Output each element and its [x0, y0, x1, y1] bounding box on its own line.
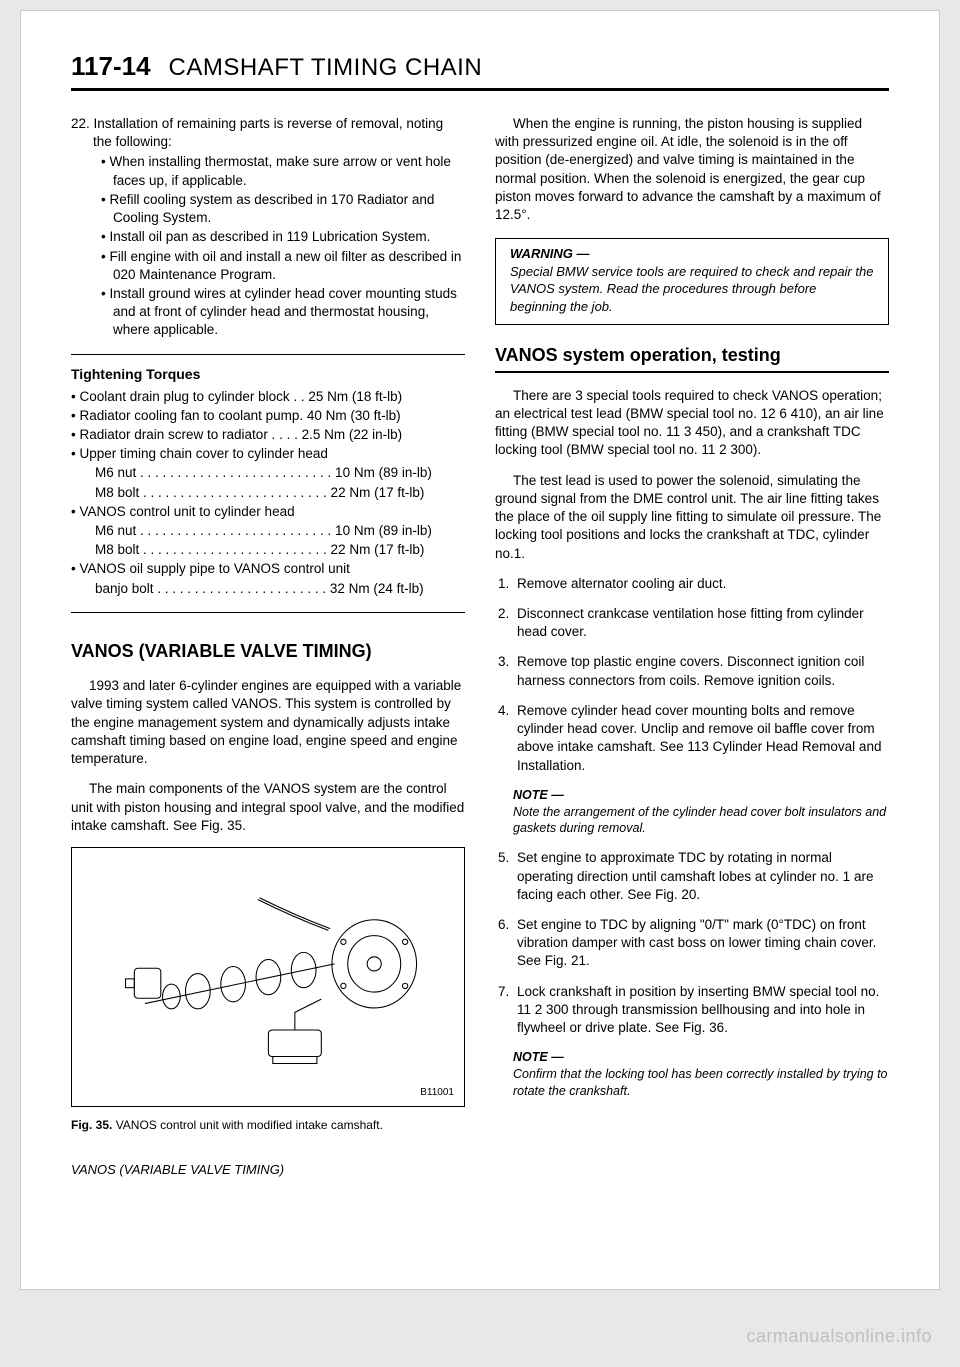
torque-row: • Coolant drain plug to cylinder block .… — [71, 388, 465, 406]
torque-sub: M6 nut . . . . . . . . . . . . . . . . .… — [71, 464, 465, 482]
camshaft-illustration — [92, 861, 445, 1093]
bullet-item: Refill cooling system as described in 17… — [101, 191, 465, 227]
procedure-step: Remove cylinder head cover mounting bolt… — [513, 702, 889, 775]
left-column: 22. Installation of remaining parts is r… — [71, 115, 465, 1179]
torque-row: • VANOS control unit to cylinder head — [71, 503, 465, 521]
bullet-item: When installing thermostat, make sure ar… — [101, 153, 465, 189]
procedure-list-2: Set engine to approximate TDC by rotatin… — [495, 849, 889, 1037]
page-number: 117-14 — [71, 51, 151, 82]
watermark: carmanualsonline.info — [746, 1326, 932, 1347]
page-header: 117-14 CAMSHAFT TIMING CHAIN — [71, 51, 889, 91]
vanos-para-2: The main components of the VANOS system … — [71, 780, 465, 835]
right-column: When the engine is running, the piston h… — [495, 115, 889, 1179]
warning-title: WARNING — — [510, 245, 874, 263]
note-title: NOTE — — [513, 1049, 889, 1066]
divider — [71, 354, 465, 355]
torque-sub: M8 bolt . . . . . . . . . . . . . . . . … — [71, 484, 465, 502]
warning-box: WARNING — Special BMW service tools are … — [495, 238, 889, 324]
footer-section-label: VANOS (VARIABLE VALVE TIMING) — [71, 1161, 465, 1179]
divider — [71, 612, 465, 613]
step-lead: 22. Installation of remaining parts is r… — [71, 115, 465, 151]
torque-sub: M8 bolt . . . . . . . . . . . . . . . . … — [71, 541, 465, 559]
procedure-step: Disconnect crankcase ventilation hose fi… — [513, 605, 889, 641]
torque-sub: banjo bolt . . . . . . . . . . . . . . .… — [71, 580, 465, 598]
vanos-section-title: VANOS (VARIABLE VALVE TIMING) — [71, 639, 465, 663]
procedure-step: Lock crankshaft in position by inserting… — [513, 983, 889, 1038]
step-22: 22. Installation of remaining parts is r… — [71, 115, 465, 340]
content-columns: 22. Installation of remaining parts is r… — [71, 115, 889, 1179]
note-block-1: NOTE — Note the arrangement of the cylin… — [513, 787, 889, 838]
figure-caption-text: VANOS control unit with modified intake … — [116, 1118, 383, 1132]
procedure-step: Remove top plastic engine covers. Discon… — [513, 653, 889, 689]
page-title: CAMSHAFT TIMING CHAIN — [169, 54, 483, 82]
procedure-step: Remove alternator cooling air duct. — [513, 575, 889, 593]
figure-id: B11001 — [420, 1086, 454, 1100]
vanos-testing-heading: VANOS system operation, testing — [495, 343, 889, 373]
procedure-step: Set engine to TDC by aligning "0/T" mark… — [513, 916, 889, 971]
bullet-item: Fill engine with oil and install a new o… — [101, 248, 465, 284]
procedure-step: Set engine to approximate TDC by rotatin… — [513, 849, 889, 904]
note-body: Note the arrangement of the cylinder hea… — [513, 804, 889, 838]
procedure-list: Remove alternator cooling air duct. Disc… — [495, 575, 889, 775]
manual-page: 117-14 CAMSHAFT TIMING CHAIN 22. Install… — [20, 10, 940, 1290]
figure-35: B11001 — [71, 847, 465, 1107]
torque-list: • Coolant drain plug to cylinder block .… — [71, 388, 465, 598]
right-para-3: The test lead is used to power the solen… — [495, 472, 889, 563]
vanos-para-1: 1993 and later 6-cylinder engines are eq… — [71, 677, 465, 768]
bullet-item: Install ground wires at cylinder head co… — [101, 285, 465, 340]
figure-caption: Fig. 35. VANOS control unit with modifie… — [71, 1117, 465, 1133]
warning-body: Special BMW service tools are required t… — [510, 263, 874, 316]
torque-row: • Radiator cooling fan to coolant pump. … — [71, 407, 465, 425]
bullet-item: Install oil pan as described in 119 Lubr… — [101, 228, 465, 246]
note-body: Confirm that the locking tool has been c… — [513, 1066, 889, 1100]
torque-sub: M6 nut . . . . . . . . . . . . . . . . .… — [71, 522, 465, 540]
step-bullets: When installing thermostat, make sure ar… — [71, 153, 465, 339]
torque-row: • VANOS oil supply pipe to VANOS control… — [71, 560, 465, 578]
torque-row: • Radiator drain screw to radiator . . .… — [71, 426, 465, 444]
right-para-1: When the engine is running, the piston h… — [495, 115, 889, 224]
note-title: NOTE — — [513, 787, 889, 804]
note-block-2: NOTE — Confirm that the locking tool has… — [513, 1049, 889, 1100]
right-para-2: There are 3 special tools required to ch… — [495, 387, 889, 460]
torque-row: • Upper timing chain cover to cylinder h… — [71, 445, 465, 463]
torque-heading: Tightening Torques — [71, 365, 465, 384]
